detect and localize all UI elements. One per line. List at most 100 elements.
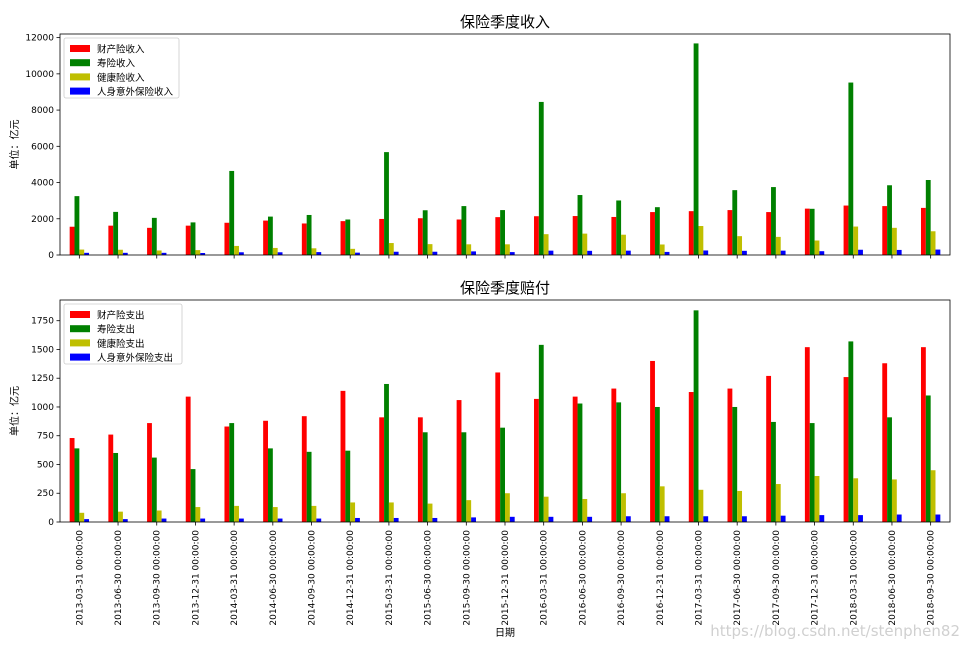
bar xyxy=(577,403,583,522)
bar xyxy=(229,423,235,522)
x-axis-label: 日期 xyxy=(495,627,515,639)
bar xyxy=(238,252,244,255)
bar xyxy=(306,451,312,522)
legend-entry: 财产险支出 xyxy=(97,310,145,322)
y-tick-label: 1750 xyxy=(31,317,54,327)
legend-entry: 寿险收入 xyxy=(97,58,136,70)
bar xyxy=(587,516,593,522)
bar xyxy=(108,225,114,255)
bar xyxy=(650,212,655,255)
y-tick-label: 250 xyxy=(37,489,54,499)
bar xyxy=(809,208,815,255)
bar xyxy=(461,206,467,255)
bar xyxy=(350,248,356,255)
bar xyxy=(819,515,825,522)
bar xyxy=(263,420,268,522)
y-tick-label: 10000 xyxy=(25,70,54,80)
bar xyxy=(727,388,733,522)
bar xyxy=(534,398,539,522)
legend-entry: 人身意外保险支出 xyxy=(97,352,173,364)
chart-title-2: 保险季度赔付 xyxy=(460,279,550,297)
bar xyxy=(108,434,114,522)
y-tick-label: 0 xyxy=(48,251,54,261)
bar xyxy=(505,244,510,255)
bar xyxy=(185,225,191,255)
bar xyxy=(200,518,206,522)
legend-entry: 人身意外保险收入 xyxy=(97,86,174,98)
bar xyxy=(224,222,230,255)
bar xyxy=(301,416,307,522)
y-tick-label: 4000 xyxy=(31,179,54,189)
y-tick-label: 8000 xyxy=(31,106,54,116)
bar xyxy=(616,402,622,522)
bar xyxy=(534,216,539,255)
bar xyxy=(122,252,128,255)
bar xyxy=(147,423,152,522)
bar xyxy=(466,500,472,522)
bar xyxy=(388,243,394,255)
bar xyxy=(495,372,501,522)
bar xyxy=(345,450,351,522)
bar xyxy=(659,244,665,255)
legend-swatch xyxy=(70,87,90,95)
x-tick-label: 2018-09-30 00:00:00 xyxy=(927,530,937,626)
bar xyxy=(896,514,902,522)
bar xyxy=(858,249,863,255)
legend-entry: 健康险支出 xyxy=(97,338,145,350)
legend-swatch xyxy=(70,325,90,333)
x-tick-label: 2015-06-30 00:00:00 xyxy=(424,530,434,626)
legend-entry: 财产险收入 xyxy=(97,44,145,56)
bar xyxy=(195,250,201,255)
bar xyxy=(113,452,119,522)
bar xyxy=(234,505,239,522)
bar xyxy=(732,406,738,522)
chart-title-1: 保险季度收入 xyxy=(460,13,550,31)
bar xyxy=(340,390,346,522)
bar xyxy=(427,503,433,522)
bar xyxy=(621,493,626,522)
bar xyxy=(848,82,854,255)
bar xyxy=(355,517,360,522)
bar xyxy=(384,152,389,255)
bar xyxy=(505,493,510,522)
x-tick-label: 2014-09-30 00:00:00 xyxy=(308,530,318,626)
bar xyxy=(311,248,317,255)
x-tick-label: 2017-06-30 00:00:00 xyxy=(733,530,743,626)
y-tick-label: 12000 xyxy=(25,34,54,44)
bar xyxy=(84,519,90,522)
bar xyxy=(538,344,544,522)
bar xyxy=(151,217,157,255)
x-tick-label: 2016-12-31 00:00:00 xyxy=(656,530,666,626)
bar xyxy=(471,517,476,522)
bar xyxy=(393,517,399,522)
bar xyxy=(456,400,462,522)
bar xyxy=(422,432,428,522)
x-tick-label: 2014-03-31 00:00:00 xyxy=(230,530,240,626)
x-tick-label: 2016-03-31 00:00:00 xyxy=(540,530,550,626)
y-tick-label: 1500 xyxy=(31,345,54,355)
bar xyxy=(345,219,351,255)
bar xyxy=(654,406,660,522)
bar xyxy=(853,226,859,255)
bar xyxy=(195,507,201,522)
y-axis-label-1: 单位：亿元 xyxy=(8,120,21,170)
bar xyxy=(461,432,467,522)
bar xyxy=(732,190,738,255)
x-tick-label: 2014-06-30 00:00:00 xyxy=(269,530,279,626)
bar xyxy=(509,252,515,255)
bar xyxy=(393,251,399,255)
legend-swatch xyxy=(70,73,90,81)
bar xyxy=(858,515,863,522)
bar xyxy=(500,210,505,255)
bar xyxy=(882,206,888,255)
bar xyxy=(74,448,80,522)
bar xyxy=(809,423,815,522)
bar xyxy=(780,250,786,255)
bar xyxy=(920,207,926,255)
legend-box xyxy=(63,303,183,365)
bar xyxy=(548,516,554,522)
bar xyxy=(654,207,660,255)
y-tick-label: 6000 xyxy=(31,142,54,152)
bar xyxy=(650,360,655,522)
